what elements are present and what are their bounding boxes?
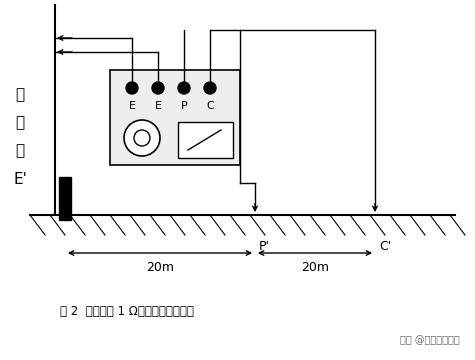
Text: E: E: [129, 101, 135, 111]
Text: 测: 测: [15, 116, 25, 130]
Text: E': E': [13, 171, 27, 186]
Circle shape: [204, 82, 216, 94]
Text: P': P': [259, 240, 270, 253]
Text: E: E: [154, 101, 162, 111]
Bar: [178, 122, 233, 158]
Text: C': C': [379, 240, 391, 253]
Text: C: C: [206, 101, 214, 111]
Circle shape: [134, 130, 150, 146]
Circle shape: [126, 82, 138, 94]
Text: 物: 物: [15, 144, 25, 158]
Text: 20m: 20m: [301, 261, 329, 274]
Bar: [59, 177, 71, 220]
Text: 被: 被: [15, 87, 25, 103]
Circle shape: [124, 120, 160, 156]
Text: 头条 @假行家聊安全: 头条 @假行家聊安全: [400, 335, 460, 345]
Circle shape: [152, 82, 164, 94]
Bar: [110, 70, 240, 165]
Text: 图 2  测量小于 1 Ω接地电阵时接线图: 图 2 测量小于 1 Ω接地电阵时接线图: [60, 305, 194, 318]
Circle shape: [178, 82, 190, 94]
Text: 20m: 20m: [146, 261, 174, 274]
Text: P: P: [180, 101, 187, 111]
